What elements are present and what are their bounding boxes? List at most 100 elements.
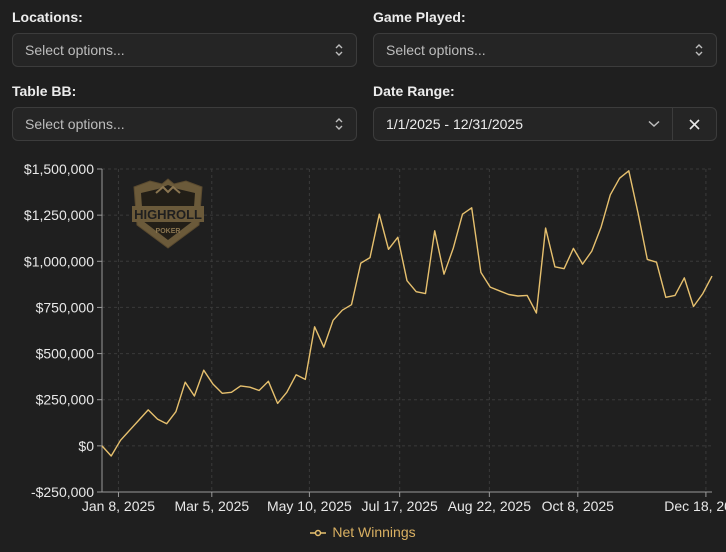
data-point	[627, 169, 630, 172]
data-point	[683, 276, 686, 279]
data-point	[424, 292, 427, 295]
data-point	[452, 247, 455, 250]
data-point	[470, 206, 473, 209]
data-point	[110, 455, 113, 458]
y-tick-label: $250,000	[36, 392, 95, 408]
chart-legend[interactable]: Net Winnings	[0, 524, 726, 540]
data-point	[276, 402, 279, 405]
clear-date-button[interactable]	[672, 108, 716, 140]
net-winnings-chart: $1,500,000 $1,250,000 $1,000,000 $750,000 $5…	[24, 161, 726, 514]
data-point	[239, 384, 242, 387]
data-point	[378, 213, 381, 216]
data-point	[479, 271, 482, 274]
locations-placeholder: Select options...	[25, 42, 125, 58]
y-tick-label: $1,000,000	[24, 253, 94, 269]
data-point	[313, 325, 316, 328]
svg-text:POKER: POKER	[156, 228, 181, 235]
data-point	[600, 226, 603, 229]
x-tick-label: Aug 22, 2025	[448, 498, 532, 514]
game-played-select[interactable]: Select options...	[373, 33, 717, 67]
data-point	[590, 250, 593, 253]
data-point	[285, 391, 288, 394]
x-tick-label: Jul 17, 2025	[362, 498, 438, 514]
data-point	[637, 212, 640, 215]
data-point	[535, 311, 538, 314]
y-tick-label: $1,500,000	[24, 161, 94, 177]
table-bb-select[interactable]: Select options...	[12, 107, 357, 141]
date-range-label: Date Range:	[373, 83, 455, 99]
data-point	[553, 265, 556, 268]
data-point	[618, 177, 621, 180]
table-bb-label: Table BB:	[12, 83, 77, 99]
data-point	[442, 273, 445, 276]
chevron-up-down-icon	[335, 44, 343, 56]
data-point	[387, 248, 390, 251]
data-point	[128, 429, 131, 432]
game-played-label: Game Played:	[373, 9, 466, 25]
data-point	[322, 346, 325, 349]
data-point	[202, 369, 205, 372]
data-point	[165, 422, 168, 425]
data-point	[711, 275, 714, 278]
data-point	[221, 392, 224, 395]
data-point	[664, 296, 667, 299]
data-point	[101, 444, 104, 447]
data-point	[489, 286, 492, 289]
data-point	[211, 383, 214, 386]
data-point	[516, 294, 519, 297]
data-point	[433, 229, 436, 232]
data-point	[156, 418, 159, 421]
data-point	[193, 395, 196, 398]
data-point	[526, 294, 529, 297]
y-tick-label: -$250,000	[31, 484, 94, 500]
table-bb-placeholder: Select options...	[25, 116, 125, 132]
data-point	[341, 309, 344, 312]
data-point	[184, 381, 187, 384]
data-point	[137, 419, 140, 422]
data-point	[304, 378, 307, 381]
data-point	[646, 258, 649, 261]
data-point	[563, 267, 566, 270]
x-tick-label: May 10, 2025	[267, 498, 352, 514]
data-point	[701, 292, 704, 295]
chevron-up-down-icon	[695, 44, 703, 56]
data-point	[461, 213, 464, 216]
legend-label-net-winnings: Net Winnings	[332, 524, 416, 540]
chevron-down-icon[interactable]	[648, 120, 660, 128]
data-point	[295, 373, 298, 376]
data-point	[248, 386, 251, 389]
data-point	[609, 193, 612, 196]
locations-label: Locations:	[12, 9, 83, 25]
data-point	[359, 262, 362, 265]
data-point	[396, 236, 399, 239]
game-played-placeholder: Select options...	[386, 42, 486, 58]
x-tick-label: Dec 18, 2025	[664, 498, 726, 514]
data-point	[369, 256, 372, 259]
series-line-net-winnings	[101, 170, 713, 457]
data-point	[581, 263, 584, 266]
svg-text:HIGHROLL: HIGHROLL	[134, 207, 202, 222]
data-point	[267, 380, 270, 383]
data-point	[147, 408, 150, 411]
y-tick-label: $500,000	[36, 346, 95, 362]
highroll-poker-logo: HIGHROLL POKER	[132, 178, 204, 249]
data-point	[258, 389, 261, 392]
legend-line-marker-icon	[310, 530, 327, 537]
data-point	[119, 439, 122, 442]
close-icon	[689, 118, 700, 130]
data-point	[350, 303, 353, 306]
chevron-up-down-icon	[335, 118, 343, 130]
data-point	[674, 294, 677, 297]
y-tick-label: $1,250,000	[24, 207, 94, 223]
data-point	[332, 319, 335, 322]
data-point	[498, 289, 501, 292]
y-tick-label: $0	[78, 438, 94, 454]
data-point	[174, 410, 177, 413]
locations-select[interactable]: Select options...	[12, 33, 357, 67]
date-range-picker[interactable]: 1/1/2025 - 12/31/2025	[373, 107, 717, 141]
data-point	[655, 261, 658, 264]
x-tick-label: Mar 5, 2025	[174, 498, 249, 514]
date-range-value: 1/1/2025 - 12/31/2025	[386, 116, 524, 132]
x-tick-label: Oct 8, 2025	[542, 498, 615, 514]
data-point	[544, 227, 547, 230]
